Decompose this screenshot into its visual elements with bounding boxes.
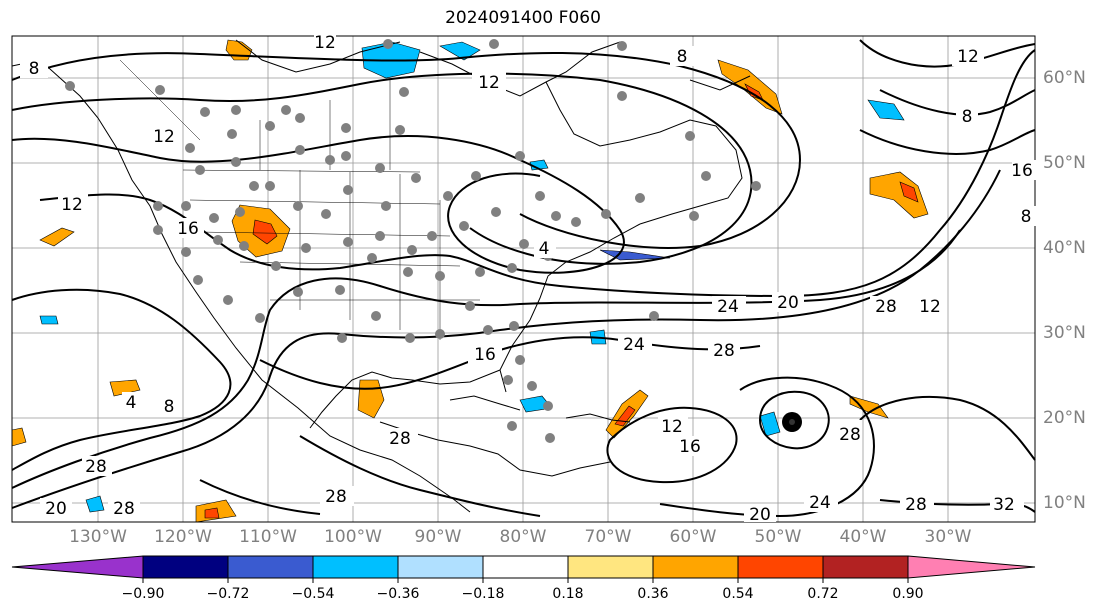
lon-label: 130°W xyxy=(69,527,127,547)
lon-label: 120°W xyxy=(154,527,212,547)
colorbar-segment xyxy=(142,555,229,579)
contour-label: 12 xyxy=(661,417,683,437)
colorbar-tick-label: −0.36 xyxy=(376,586,420,602)
colorbar-segment xyxy=(227,555,314,579)
contour-label: 28 xyxy=(905,495,927,515)
lat-label: 40°N xyxy=(1043,238,1086,258)
lon-label: 110°W xyxy=(239,527,297,547)
contour-label: 4 xyxy=(126,393,137,413)
colorbar xyxy=(11,555,1036,583)
contour-label: 24 xyxy=(717,297,739,317)
colorbar-segment xyxy=(312,555,399,579)
lon-label: 100°W xyxy=(324,527,382,547)
contour-label: 20 xyxy=(749,505,771,525)
colorbar-ticks xyxy=(142,578,909,583)
lat-label: 60°N xyxy=(1043,68,1086,88)
contour-label: 12 xyxy=(153,127,175,147)
colorbar-tick-label: −0.72 xyxy=(206,586,250,602)
map-background xyxy=(12,36,1035,522)
contour-label: 28 xyxy=(839,425,861,445)
contour-label: 20 xyxy=(777,293,799,313)
colorbar-tick-label: 0.54 xyxy=(722,586,754,602)
contour-label: 12 xyxy=(919,297,941,317)
contour-labels: 8 12 8 8 12 8 12 16 12 16 12 4 24 20 28 … xyxy=(20,32,1038,525)
lat-label: 10°N xyxy=(1043,493,1086,513)
contour-label: 12 xyxy=(478,73,500,93)
colorbar-tick-label: 0.90 xyxy=(892,586,924,602)
colorbar-segment xyxy=(652,555,739,579)
contour-label: 12 xyxy=(314,33,336,53)
contour-label: 12 xyxy=(957,47,979,67)
lat-label: 20°N xyxy=(1043,408,1086,428)
colorbar-tick-label: −0.18 xyxy=(461,586,505,602)
contour-label: 16 xyxy=(474,345,496,365)
contour-label: 16 xyxy=(1011,161,1033,181)
contour-label: 20 xyxy=(45,499,67,519)
lon-label: 80°W xyxy=(499,527,547,547)
lon-label: 50°W xyxy=(754,527,802,547)
map-frame xyxy=(11,35,1036,523)
contour-label: 28 xyxy=(113,499,135,519)
contour-label: 8 xyxy=(1021,207,1032,227)
contour-label: 12 xyxy=(61,195,83,215)
colorbar-segment xyxy=(822,555,909,579)
contour-label: 24 xyxy=(623,335,645,355)
contour-label: 8 xyxy=(29,59,40,79)
station-markers xyxy=(65,39,761,443)
colorbar-extend-low xyxy=(11,555,144,579)
contour-label: 8 xyxy=(164,397,175,417)
lon-label: 90°W xyxy=(414,527,462,547)
contour-label: 24 xyxy=(809,493,831,513)
colorbar-segment xyxy=(737,555,824,579)
colorbar-tick-label: 0.36 xyxy=(637,586,669,602)
colorbar-tick-label: 0.18 xyxy=(552,586,584,602)
colorbar-segment xyxy=(482,555,569,579)
lat-label: 30°N xyxy=(1043,323,1086,343)
colorbar-extend-high xyxy=(907,555,1036,579)
contour-label: 28 xyxy=(713,341,735,361)
colorbar-segment xyxy=(397,555,484,579)
tropical-cyclone-marker xyxy=(782,412,802,432)
contour-label: 8 xyxy=(962,107,973,127)
coastlines xyxy=(11,39,751,513)
map-title: 2024091400 F060 xyxy=(445,8,601,28)
colorbar-tick-label: −0.90 xyxy=(121,586,165,602)
contour-label: 28 xyxy=(389,429,411,449)
contour-label: 8 xyxy=(677,47,688,67)
contour-label: 28 xyxy=(325,487,347,507)
contour-label: 16 xyxy=(177,219,199,239)
lat-label: 50°N xyxy=(1043,153,1086,173)
contour-label: 28 xyxy=(85,457,107,477)
contour-label: 4 xyxy=(539,239,550,259)
colorbar-segment xyxy=(567,555,654,579)
colorbar-tick-label: −0.54 xyxy=(291,586,335,602)
colorbar-tick-label: 0.72 xyxy=(807,586,839,602)
lon-label: 40°W xyxy=(839,527,887,547)
lon-label: 70°W xyxy=(584,527,632,547)
lon-label: 60°W xyxy=(669,527,717,547)
lon-label: 30°W xyxy=(924,527,972,547)
contour-label: 32 xyxy=(993,495,1015,515)
contour-label: 28 xyxy=(875,297,897,317)
contour-label: 16 xyxy=(679,437,701,457)
